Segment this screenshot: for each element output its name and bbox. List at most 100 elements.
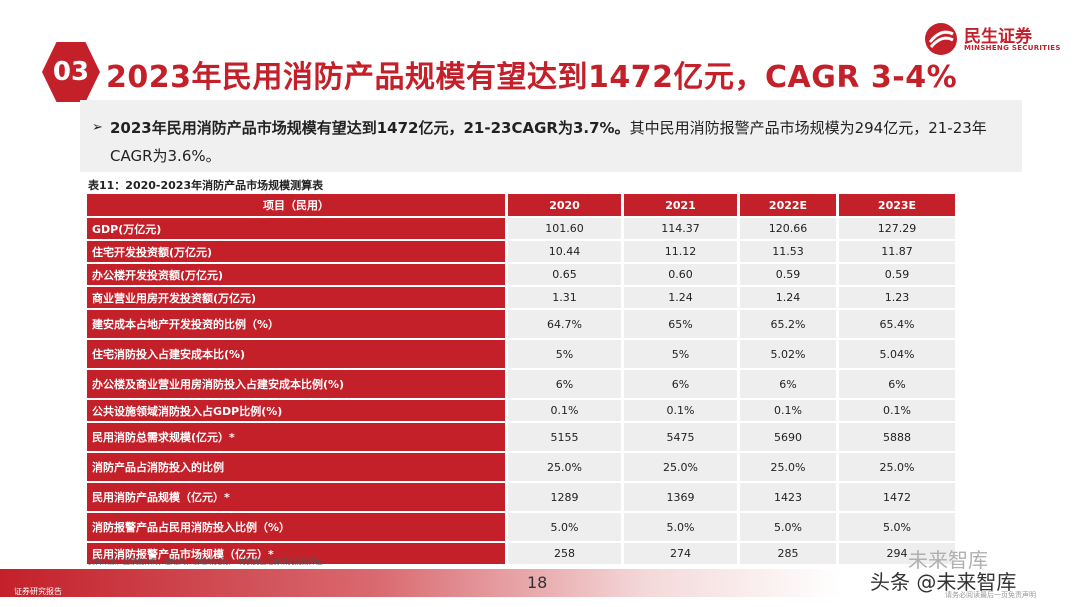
- cell-value: 0.59: [740, 264, 836, 285]
- brand-logo: 民生证券 MINSHENG SECURITIES: [924, 20, 1060, 60]
- cell-value: 0.59: [839, 264, 955, 285]
- summary-box: ➢ 2023年民用消防产品市场规模有望达到1472亿元，21-23CAGR为3.…: [80, 100, 1022, 172]
- cell-value: 1.31: [508, 287, 621, 308]
- source-note: 资料来源：国家统计局，慧聪网，前瞻研究院，*代表民生证券研究院测算值: [88, 558, 323, 566]
- cell-value: 114.37: [624, 218, 737, 239]
- table-row: 办公楼开发投资额(万亿元) 0.65 0.60 0.59 0.59: [87, 264, 955, 285]
- cell-value: 11.87: [839, 241, 955, 262]
- cell-value: 127.29: [839, 218, 955, 239]
- page-number: 18: [527, 573, 548, 592]
- row-label: 公共设施领域消防投入占GDP比例(%): [87, 400, 505, 421]
- footer-report-label: 证券研究报告: [14, 587, 62, 596]
- cell-value: 5.04%: [839, 340, 955, 368]
- cell-value: 1369: [624, 483, 737, 511]
- cell-value: 65%: [624, 310, 737, 338]
- cell-value: 6%: [508, 370, 621, 398]
- header-2021: 2021: [624, 194, 737, 216]
- cell-value: 64.7%: [508, 310, 621, 338]
- cell-value: 101.60: [508, 218, 621, 239]
- cell-value: 5475: [624, 423, 737, 451]
- cell-value: 1423: [740, 483, 836, 511]
- table-row: 消防报警产品占民用消防投入比例（%） 5.0% 5.0% 5.0% 5.0%: [87, 513, 955, 541]
- cell-value: 25.0%: [508, 453, 621, 481]
- cell-value: 0.1%: [740, 400, 836, 421]
- market-size-table: 项目（民用） 2020 2021 2022E 2023E GDP(万亿元) 10…: [84, 192, 958, 566]
- cell-value: 5.0%: [740, 513, 836, 541]
- table-row: 公共设施领域消防投入占GDP比例(%) 0.1% 0.1% 0.1% 0.1%: [87, 400, 955, 421]
- header-2022e: 2022E: [740, 194, 836, 216]
- cell-value: 5690: [740, 423, 836, 451]
- row-label: 民用消防总需求规模(亿元）*: [87, 423, 505, 451]
- minsheng-logo-icon: [925, 23, 957, 55]
- cell-value: 1.24: [624, 287, 737, 308]
- cell-value: 5.02%: [740, 340, 836, 368]
- cell-value: 11.53: [740, 241, 836, 262]
- table-row: 建安成本占地产开发投资的比例（%） 64.7% 65% 65.2% 65.4%: [87, 310, 955, 338]
- cell-value: 1.24: [740, 287, 836, 308]
- row-label: 办公楼开发投资额(万亿元): [87, 264, 505, 285]
- summary-text-line1: 其中民用消防报警产品市场规模为294亿元，21-23年: [629, 119, 987, 137]
- section-number-badge: 03: [42, 42, 100, 102]
- cell-value: 6%: [624, 370, 737, 398]
- cell-value: 25.0%: [740, 453, 836, 481]
- watermark-disclaimer: 请务必阅读最后一页免责声明: [945, 591, 1036, 599]
- table-row: GDP(万亿元) 101.60 114.37 120.66 127.29: [87, 218, 955, 239]
- cell-value: 5.0%: [624, 513, 737, 541]
- table-row: 民用消防报警产品市场规模（亿元）* 258 274 285 294: [87, 543, 955, 564]
- header-2023e: 2023E: [839, 194, 955, 216]
- table-row: 住宅开发投资额(万亿元) 10.44 11.12 11.53 11.87: [87, 241, 955, 262]
- summary-text-line2: CAGR为3.6%。: [110, 147, 221, 165]
- table-row: 民用消防总需求规模(亿元）* 5155 5475 5690 5888: [87, 423, 955, 451]
- logo-text-cn: 民生证券: [964, 27, 1032, 47]
- cell-value: 0.60: [624, 264, 737, 285]
- cell-value: 25.0%: [839, 453, 955, 481]
- row-label: 民用消防产品规模（亿元）*: [87, 483, 505, 511]
- logo-text-en: MINSHENG SECURITIES: [964, 44, 1061, 52]
- cell-value: 5%: [624, 340, 737, 368]
- cell-value: 294: [839, 543, 955, 564]
- cell-value: 0.65: [508, 264, 621, 285]
- row-label: 商业营业用房开发投资额(万亿元): [87, 287, 505, 308]
- cell-value: 65.2%: [740, 310, 836, 338]
- cell-value: 1.23: [839, 287, 955, 308]
- cell-value: 5%: [508, 340, 621, 368]
- table-row: 商业营业用房开发投资额(万亿元) 1.31 1.24 1.24 1.23: [87, 287, 955, 308]
- table-header-row: 项目（民用） 2020 2021 2022E 2023E: [87, 194, 955, 216]
- cell-value: 5155: [508, 423, 621, 451]
- cell-value: 25.0%: [624, 453, 737, 481]
- cell-value: 5.0%: [839, 513, 955, 541]
- table-row: 消防产品占消防投入的比例 25.0% 25.0% 25.0% 25.0%: [87, 453, 955, 481]
- cell-value: 10.44: [508, 241, 621, 262]
- cell-value: 1472: [839, 483, 955, 511]
- cell-value: 5.0%: [508, 513, 621, 541]
- watermark-main: 头条 @未来智库: [870, 570, 1017, 594]
- table-caption: 表11：2020-2023年消防产品市场规模测算表: [88, 179, 324, 192]
- footer-bar: [0, 569, 1080, 597]
- watermark-top: 未来智库: [908, 548, 988, 572]
- page-title: 2023年民用消防产品规模有望达到1472亿元，CAGR 3-4%: [106, 60, 958, 95]
- header-item: 项目（民用）: [87, 194, 505, 216]
- summary-bold-text: 2023年民用消防产品市场规模有望达到1472亿元，21-23CAGR为3.7%…: [110, 119, 630, 137]
- row-label: 民用消防报警产品市场规模（亿元）*: [87, 543, 505, 564]
- row-label: 住宅开发投资额(万亿元): [87, 241, 505, 262]
- cell-value: 258: [508, 543, 621, 564]
- cell-value: 6%: [740, 370, 836, 398]
- cell-value: 0.1%: [624, 400, 737, 421]
- cell-value: 120.66: [740, 218, 836, 239]
- arrow-bullet-icon: ➢: [92, 120, 103, 135]
- row-label: GDP(万亿元): [87, 218, 505, 239]
- row-label: 建安成本占地产开发投资的比例（%）: [87, 310, 505, 338]
- cell-value: 65.4%: [839, 310, 955, 338]
- cell-value: 0.1%: [839, 400, 955, 421]
- cell-value: 0.1%: [508, 400, 621, 421]
- table-row: 办公楼及商业营业用房消防投入占建安成本比例(%) 6% 6% 6% 6%: [87, 370, 955, 398]
- cell-value: 274: [624, 543, 737, 564]
- row-label: 消防产品占消防投入的比例: [87, 453, 505, 481]
- header-2020: 2020: [508, 194, 621, 216]
- cell-value: 1289: [508, 483, 621, 511]
- cell-value: 11.12: [624, 241, 737, 262]
- cell-value: 6%: [839, 370, 955, 398]
- cell-value: 285: [740, 543, 836, 564]
- row-label: 住宅消防投入占建安成本比(%): [87, 340, 505, 368]
- table-row: 住宅消防投入占建安成本比(%) 5% 5% 5.02% 5.04%: [87, 340, 955, 368]
